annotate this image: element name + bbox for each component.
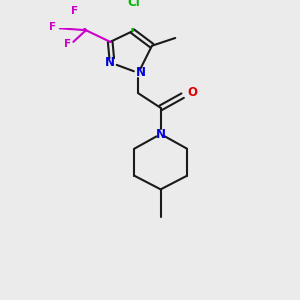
Text: Cl: Cl <box>128 0 140 9</box>
Text: F: F <box>71 6 78 16</box>
Text: F: F <box>50 22 56 32</box>
Text: N: N <box>136 66 146 80</box>
Text: N: N <box>156 128 166 141</box>
Text: O: O <box>187 86 197 99</box>
Text: F: F <box>64 39 71 49</box>
Text: N: N <box>105 56 115 69</box>
